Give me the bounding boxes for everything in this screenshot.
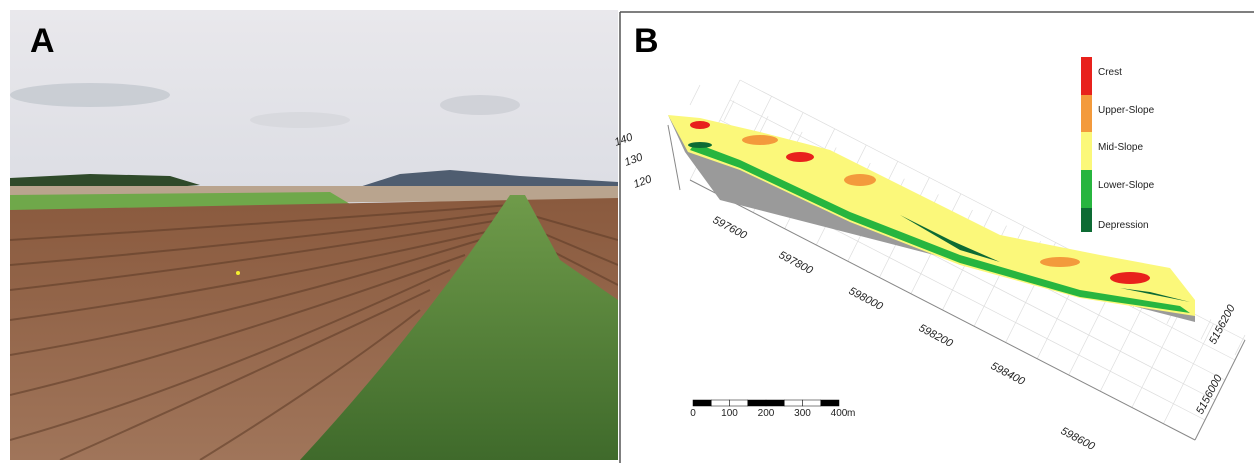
- scale-label: 400: [831, 408, 848, 419]
- legend: Crest Upper-Slope Mid-Slope Lower-Slope Depr…: [1081, 57, 1155, 232]
- legend-swatch: [1081, 170, 1092, 208]
- z-tick-label: 130: [623, 151, 645, 169]
- scale-label: 100: [721, 408, 738, 419]
- legend-label: Upper-Slope: [1098, 105, 1155, 116]
- z-tick-label: 120: [632, 173, 654, 191]
- x-tick-label: 597800: [777, 249, 816, 277]
- grid-line: [690, 85, 700, 105]
- axis-line: [1195, 340, 1245, 440]
- figure: A B Crest Upper-Slope Mid-Slope Lower-Slope…: [0, 0, 1254, 463]
- x-tick-label: 598200: [917, 322, 956, 350]
- legend-swatch: [1081, 95, 1092, 132]
- legend-swatch: [1081, 208, 1092, 232]
- legend-label: Mid-Slope: [1098, 142, 1143, 153]
- scale-segment: [693, 400, 711, 406]
- field-photo: [10, 10, 618, 460]
- scale-segment: [803, 400, 821, 406]
- scale-segment: [766, 400, 784, 406]
- scale-segment: [784, 400, 802, 406]
- scale-segment: [711, 400, 729, 406]
- scale-label: 0: [690, 408, 696, 419]
- grid-line: [1132, 308, 1182, 408]
- scale-segment: [748, 400, 766, 406]
- scale-unit: m: [847, 408, 855, 419]
- scale-segment: [821, 400, 839, 406]
- scale-segment: [730, 400, 748, 406]
- x-tick-label: 598600: [1059, 425, 1098, 453]
- legend-label: Crest: [1098, 67, 1122, 78]
- x-tick-label: 598000: [847, 285, 886, 313]
- page: A B Crest Upper-Slope Mid-Slope Lower-Slope…: [0, 0, 1254, 463]
- y-tick-label: 5156200: [1207, 302, 1238, 346]
- panel-label: A: [30, 22, 55, 60]
- panel-label: B: [634, 22, 659, 60]
- grid-line: [1235, 335, 1245, 355]
- legend-label: Depression: [1098, 220, 1149, 231]
- legend-swatch: [1081, 57, 1092, 95]
- grid-line: [724, 101, 734, 121]
- x-tick-label: 597600: [711, 214, 750, 242]
- scale-label: 200: [758, 408, 775, 419]
- scale-label: 300: [794, 408, 811, 419]
- x-tick-label: 598400: [989, 360, 1028, 388]
- legend-swatch: [1081, 132, 1092, 170]
- legend-label: Lower-Slope: [1098, 180, 1155, 191]
